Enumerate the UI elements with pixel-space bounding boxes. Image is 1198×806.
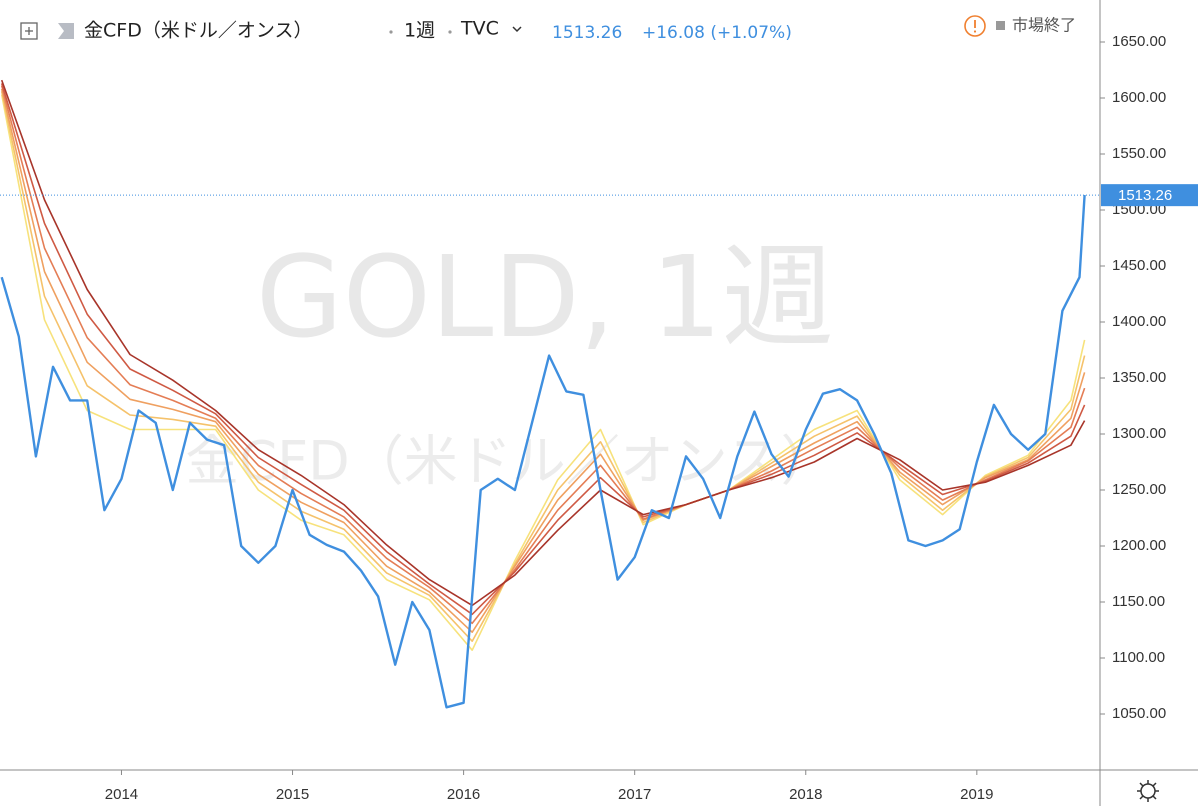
- status-square: [996, 21, 1005, 30]
- exchange-chevron[interactable]: [512, 26, 522, 33]
- y-tick-label: 1200.00: [1112, 537, 1166, 554]
- symbol-title[interactable]: 金CFD（米ドル／オンス）: [84, 20, 312, 42]
- exchange[interactable]: TVC: [460, 18, 499, 40]
- y-tick-label: 1100.00: [1112, 649, 1165, 666]
- y-tick-label: 1050.00: [1112, 705, 1166, 722]
- y-tick-label: 1150.00: [1112, 593, 1165, 610]
- moving-average-line: [0, 79, 1086, 607]
- axes: 1050.00 1100.00 1150.00 1200.00 1250.00 1300.…: [105, 33, 1198, 803]
- moving-average-line: [0, 85, 1086, 625]
- expand-icon[interactable]: [20, 22, 38, 40]
- watermark-title: 金CFD（米ドル／オンス）: [185, 430, 834, 493]
- last-price-label: 1513.26: [1118, 187, 1172, 204]
- market-status: 市場終了: [1012, 16, 1076, 35]
- price-line: [0, 195, 1086, 709]
- y-tick-label: 1450.00: [1112, 257, 1166, 274]
- plot-area: [0, 79, 1100, 709]
- last-price: 1513.26: [552, 23, 622, 43]
- watermark: GOLD, 1週 金CFD（米ドル／オンス）: [185, 233, 834, 493]
- status-icon-part: [973, 30, 977, 33]
- x-tick-label: 2019: [960, 786, 993, 803]
- symbol-flag: [58, 23, 74, 39]
- x-tick-label: 2018: [789, 786, 822, 803]
- y-tick-label: 1550.00: [1112, 145, 1166, 162]
- watermark-symbol: GOLD, 1週: [256, 233, 834, 363]
- y-tick-label: 1650.00: [1112, 33, 1166, 50]
- price-change: +16.08 (+1.07%): [642, 23, 792, 43]
- y-tick-label: 1300.00: [1112, 425, 1166, 442]
- x-tick-label: 2017: [618, 786, 651, 803]
- moving-average-line: [0, 91, 1086, 642]
- x-tick-label: 2015: [276, 786, 309, 803]
- status-icon[interactable]: [964, 15, 986, 37]
- moving-average-line: [0, 94, 1086, 651]
- interval[interactable]: 1週: [404, 20, 435, 42]
- moving-average-line: [0, 88, 1086, 633]
- gear[interactable]: [1140, 783, 1156, 799]
- settings-icon[interactable]: [1137, 780, 1159, 802]
- y-tick-label: 1400.00: [1112, 313, 1166, 330]
- gear-teeth: [1137, 780, 1159, 802]
- moving-average-line: [0, 83, 1086, 616]
- separator: [389, 30, 393, 34]
- y-tick-label: 1350.00: [1112, 369, 1166, 386]
- last-price-tag: [1101, 184, 1198, 207]
- y-tick-label: 1600.00: [1112, 89, 1166, 106]
- x-tick-label: 2016: [447, 786, 480, 803]
- x-tick-label: 2014: [105, 786, 138, 803]
- y-tick-label: 1250.00: [1112, 481, 1166, 498]
- header: 金CFD（米ドル／オンス） 1週 TVC 1513.26 +16.08 (+1.…: [20, 15, 1076, 43]
- separator: [448, 30, 452, 34]
